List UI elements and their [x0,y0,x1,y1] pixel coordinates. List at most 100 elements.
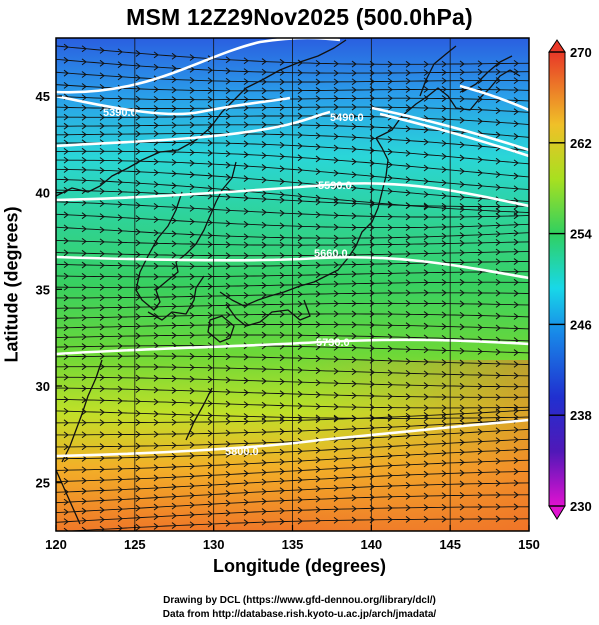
streamline-arrow [459,410,465,418]
streamline-arrow [297,197,303,205]
streamline-arrow [459,95,465,103]
streamline-arrow [117,73,123,81]
streamline-arrow [261,417,267,425]
streamline-arrow [279,354,285,362]
streamline-arrow [225,400,231,408]
colorbar-min-arrow [548,505,566,520]
streamline-arrow [279,58,285,66]
streamline-arrow [189,462,195,470]
streamline-arrow [261,141,267,148]
streamline-arrow [459,371,465,379]
streamline-arrow [423,300,429,307]
streamline-arrow [117,431,123,438]
streamline-arrow [261,208,267,216]
streamline-arrow [333,234,339,242]
streamline-arrow [261,321,267,328]
x-tick-label: 130 [203,537,225,552]
streamline-arrow [171,230,177,238]
streamline-arrow [63,147,69,155]
streamline-arrow [171,273,177,281]
streamline-arrow [495,171,501,178]
streamline-arrow [315,355,321,363]
streamline-arrow [387,86,393,94]
streamline-arrow [63,477,69,485]
streamline-arrow [225,161,231,169]
streamline-arrow [153,453,159,461]
streamline-arrow [513,133,519,140]
streamline-arrow [135,374,141,382]
streamline-arrow [297,390,303,398]
streamline-arrow [387,136,393,143]
streamline-arrow [63,237,69,245]
streamline-arrow [513,325,519,332]
streamline-arrow [387,260,393,268]
streamline-arrow [477,469,483,476]
streamline-arrow [459,393,465,401]
streamline-arrow [477,106,483,114]
streamline-arrow [225,353,231,361]
streamline-arrow [81,419,87,427]
streamline-arrow [297,416,303,424]
streamline-arrow [297,447,303,455]
colorbar-max-arrow [548,39,566,53]
x-tick-label: 140 [360,537,382,552]
streamline-arrow [513,86,519,94]
streamline-arrow [441,515,447,523]
streamline-arrow [189,375,195,383]
streamline-arrow [477,156,483,163]
streamline-arrow [405,77,411,85]
streamline-arrow [63,69,69,77]
streamline-arrow [189,399,195,407]
streamline-arrow [135,95,141,103]
streamline-arrow [279,262,285,270]
streamline-arrow [153,363,159,371]
streamline-arrow [81,517,87,525]
streamline-arrow [81,273,87,280]
streamline-arrow [423,190,429,198]
streamline-arrow [405,60,411,68]
streamline-arrow [225,193,231,201]
streamline-arrow [459,289,465,297]
streamline-arrow [63,443,69,451]
streamline-arrow [63,333,69,341]
streamline-arrow [171,399,177,406]
y-tick-label: 45 [36,89,50,104]
streamline-arrow [207,430,213,437]
streamline-arrow [99,363,105,371]
streamline-arrow [423,104,429,112]
streamline-arrow [135,168,141,176]
colorbar-tick-label: 270 [570,45,592,60]
streamline [56,324,529,330]
streamline-arrow [513,108,519,116]
streamline-arrow [81,113,87,121]
streamline-arrow [459,359,465,367]
streamline-arrow [189,364,195,371]
streamline-arrow [261,164,267,171]
streamline-arrow [171,502,177,510]
streamline-arrow [153,122,159,129]
streamline-arrow [495,207,501,215]
streamline-arrow [279,300,285,308]
streamline-arrow [225,388,231,396]
streamline-arrow [333,211,339,219]
streamline-arrow [225,461,231,468]
streamline-arrow [423,94,429,102]
streamline-arrow [405,412,411,420]
streamline-arrow [495,221,501,229]
streamline-arrow [333,196,339,204]
streamline-arrow [297,300,303,308]
streamline-arrow [153,513,159,521]
streamline-arrow [333,86,339,94]
streamline-arrow [423,322,429,330]
streamline-arrow [315,234,321,242]
streamline-arrow [63,396,69,403]
streamline-arrow [171,352,177,360]
streamline-arrow [333,465,339,472]
streamline-arrow [441,503,447,511]
streamline-arrow [171,303,177,310]
streamline-arrow [513,468,519,475]
streamline-arrow [279,153,285,160]
streamline-arrow [405,299,411,307]
streamline-arrow [99,46,105,54]
streamline-arrow [207,471,213,479]
